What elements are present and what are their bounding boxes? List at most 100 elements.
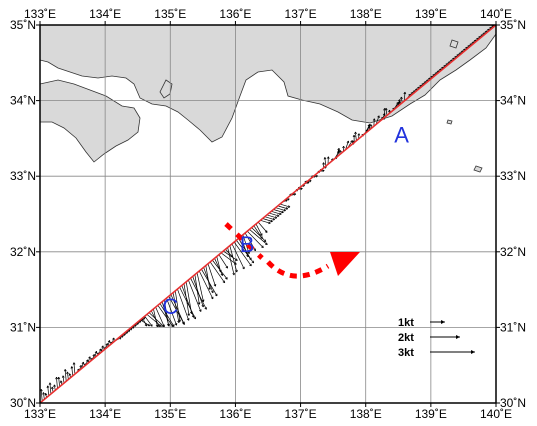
current-vector <box>279 203 291 208</box>
current-vector-head <box>285 207 289 210</box>
current-vector <box>255 223 263 236</box>
current-vector-head <box>186 318 190 321</box>
lon-label-top: 134˚E <box>89 7 121 21</box>
current-vector-head <box>198 309 202 312</box>
current-vector-head <box>94 350 98 354</box>
current-vector-head <box>63 369 67 372</box>
current-vector-head <box>225 277 228 280</box>
current-vector-head <box>88 356 91 359</box>
current-vector <box>242 234 250 254</box>
current-vector <box>153 308 158 327</box>
current-vector <box>238 238 252 261</box>
current-vector <box>324 157 327 167</box>
current-vector-head <box>187 313 191 316</box>
current-vector-head <box>253 248 256 252</box>
land-awaji <box>159 79 173 99</box>
graticule <box>40 25 496 403</box>
current-vector-head <box>150 324 153 327</box>
current-vector-head <box>315 174 318 178</box>
current-vector <box>43 392 45 400</box>
current-vector-head <box>225 265 228 269</box>
flow-arrow <box>224 222 360 279</box>
legend-arrowhead <box>456 335 460 339</box>
current-vector <box>231 243 245 270</box>
current-vector-head <box>174 323 178 326</box>
current-vector-head <box>112 337 115 341</box>
current-vector <box>216 256 222 273</box>
current-vector-head <box>283 208 286 212</box>
current-vector <box>271 210 282 215</box>
current-vector-head <box>105 343 109 346</box>
current-vector-head <box>107 340 111 343</box>
current-vector-head <box>46 385 50 388</box>
current-vector-head <box>144 323 148 327</box>
current-vector <box>260 219 271 224</box>
current-vector <box>249 229 268 245</box>
current-vector <box>198 270 214 300</box>
current-vector-head <box>259 233 263 236</box>
current-vector-head <box>172 324 175 327</box>
lat-label-left: 32˚N <box>10 245 36 259</box>
current-vector <box>166 297 177 326</box>
current-vector-head <box>222 280 226 284</box>
current-vector-head <box>354 131 357 135</box>
current-vector-head <box>323 157 327 160</box>
current-vector <box>177 288 190 321</box>
current-vector-head <box>260 236 263 239</box>
current-vector <box>266 214 278 219</box>
current-vector-head <box>85 359 89 363</box>
lat-label-right: 35˚N <box>500 18 526 32</box>
current-vector-head <box>182 322 185 325</box>
current-vector-head <box>326 156 330 159</box>
current-vector-head <box>197 302 201 305</box>
current-vector-head <box>322 169 325 173</box>
current-vector <box>179 287 196 320</box>
lon-label-top: 133˚E <box>24 7 56 21</box>
current-vector-head <box>218 269 222 273</box>
land-izu-island-2 <box>473 165 483 173</box>
lon-label-top: 137˚E <box>285 7 317 21</box>
land-izu-island-3 <box>446 119 453 125</box>
current-vector <box>53 384 56 391</box>
current-vector <box>174 290 181 322</box>
current-vector-head <box>72 362 76 365</box>
lon-label-top: 140˚E <box>480 7 512 21</box>
lon-label-top: 135˚E <box>154 7 186 21</box>
current-vector-head <box>57 376 61 380</box>
current-vector-head <box>279 212 282 216</box>
current-vector-head <box>251 260 255 264</box>
current-vector <box>146 314 162 327</box>
lon-label-top: 136˚E <box>219 7 251 21</box>
current-vector-head <box>247 251 250 255</box>
current-vector-head <box>220 273 224 276</box>
current-vector-head <box>274 216 278 219</box>
current-vector-head <box>384 107 388 111</box>
current-vector-head <box>346 140 350 144</box>
current-vector <box>229 245 238 273</box>
lon-label-bottom: 134˚E <box>89 407 121 421</box>
current-vector <box>253 225 263 239</box>
current-vector <box>170 294 185 324</box>
current-vector <box>185 281 192 314</box>
marker-c: C <box>162 294 178 319</box>
current-vector-head <box>182 321 185 325</box>
current-vector-head <box>204 307 207 310</box>
current-vector-head <box>211 290 214 294</box>
flow-dash-curve <box>266 260 330 279</box>
current-vector <box>194 274 200 305</box>
current-vector <box>192 276 204 308</box>
lat-label-left: 30˚N <box>10 396 36 410</box>
current-vector <box>404 92 406 101</box>
lon-label-bottom: 137˚E <box>285 407 317 421</box>
current-vector <box>188 279 202 312</box>
current-vector-head <box>400 96 403 100</box>
current-vector-head <box>178 319 182 322</box>
current-vector-head <box>155 324 159 328</box>
current-vector-head <box>276 214 280 217</box>
current-vector-head <box>53 384 56 388</box>
current-vector <box>172 292 180 323</box>
current-vector <box>385 108 388 116</box>
lon-label-top: 138˚E <box>350 7 382 21</box>
current-vector-head <box>235 269 238 273</box>
current-vector <box>345 140 349 150</box>
